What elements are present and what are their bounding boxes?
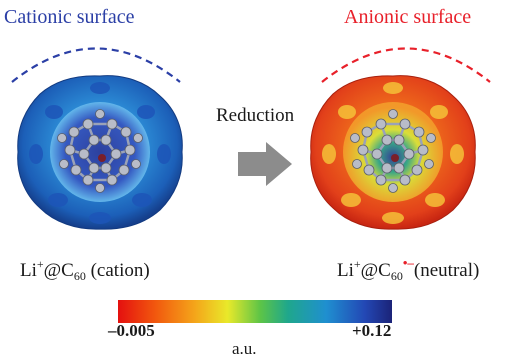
formula-charge: + — [353, 257, 361, 271]
neutral-formula-label: Li+@C60•–(neutral) — [337, 256, 480, 283]
formula-subscript: 60 — [390, 269, 403, 283]
color-scale-max-label: +0.12 — [352, 321, 392, 340]
formula-note: (cation) — [85, 260, 150, 281]
anionic-fullerene-surface — [310, 75, 476, 230]
formula-base: Li — [337, 260, 354, 281]
formula-subscript: 60 — [73, 269, 86, 283]
formula-at: @C — [360, 260, 391, 281]
formula-at: @C — [43, 260, 74, 281]
formula-note: (neutral) — [413, 260, 480, 281]
cationic-dashed-arc — [11, 47, 181, 83]
anionic-dashed-arc — [321, 47, 491, 83]
radical-dot-icon: •– — [402, 255, 414, 270]
anionic-surface-title: Anionic surface — [344, 6, 472, 28]
reduction-label: Reduction — [216, 105, 295, 126]
formula-charge: + — [36, 257, 44, 271]
reduction-arrow-icon — [238, 142, 292, 186]
dashed-arcs — [11, 47, 491, 83]
potential-color-scale — [118, 300, 392, 323]
cationic-surface-title: Cationic surface — [4, 6, 135, 28]
formula-base: Li — [20, 260, 37, 281]
color-scale-min-label: –0.005 — [108, 321, 155, 340]
cation-formula-label: Li+@C60 (cation) — [20, 257, 150, 283]
cationic-fullerene-surface — [17, 75, 183, 230]
color-scale-unit-label: a.u. — [232, 339, 257, 358]
